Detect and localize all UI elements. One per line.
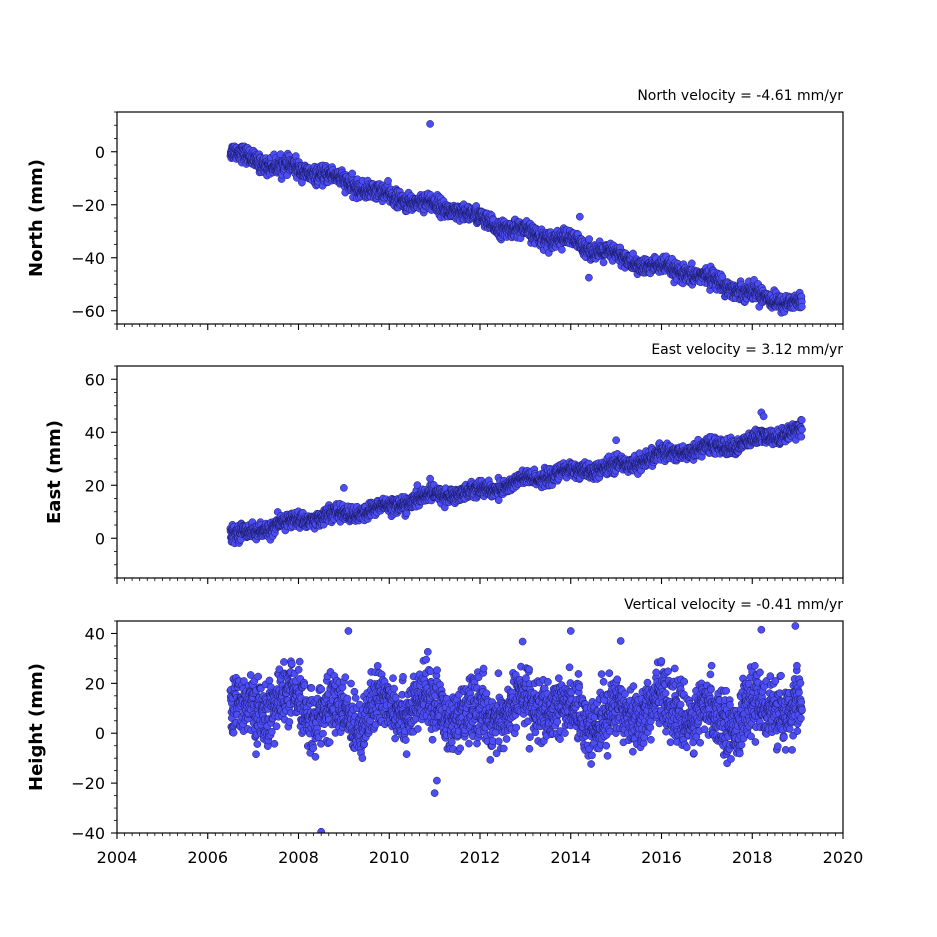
north-outlier-point: [585, 273, 593, 282]
north-points: [226, 120, 806, 317]
north-data-point: [557, 245, 566, 254]
north-y-tick-label: −40: [71, 249, 105, 268]
north-data-point: [629, 249, 637, 258]
north-y-axis-label: North (mm): [26, 159, 47, 277]
north-velocity-title: North velocity = -4.61 mm/yr: [637, 88, 843, 104]
north-outlier-point: [575, 212, 584, 221]
north-data-point: [585, 235, 594, 243]
north-data-point: [599, 258, 608, 267]
north-y-tick-label: −20: [71, 196, 105, 215]
east-points: [226, 408, 806, 548]
north-y-tick-label: 0: [95, 143, 105, 162]
north-x-ticks: [116, 324, 844, 330]
north-outlier-point: [426, 120, 434, 128]
north-data-point: [798, 302, 806, 311]
north-y-ticks: [111, 111, 117, 325]
north-data-point: [384, 177, 392, 185]
north-panel: 0 −20 −40 −60 North (mm) North velocity = -4.…: [26, 88, 844, 330]
north-data-point: [348, 169, 357, 178]
north-y-tick-label: −60: [71, 302, 105, 321]
